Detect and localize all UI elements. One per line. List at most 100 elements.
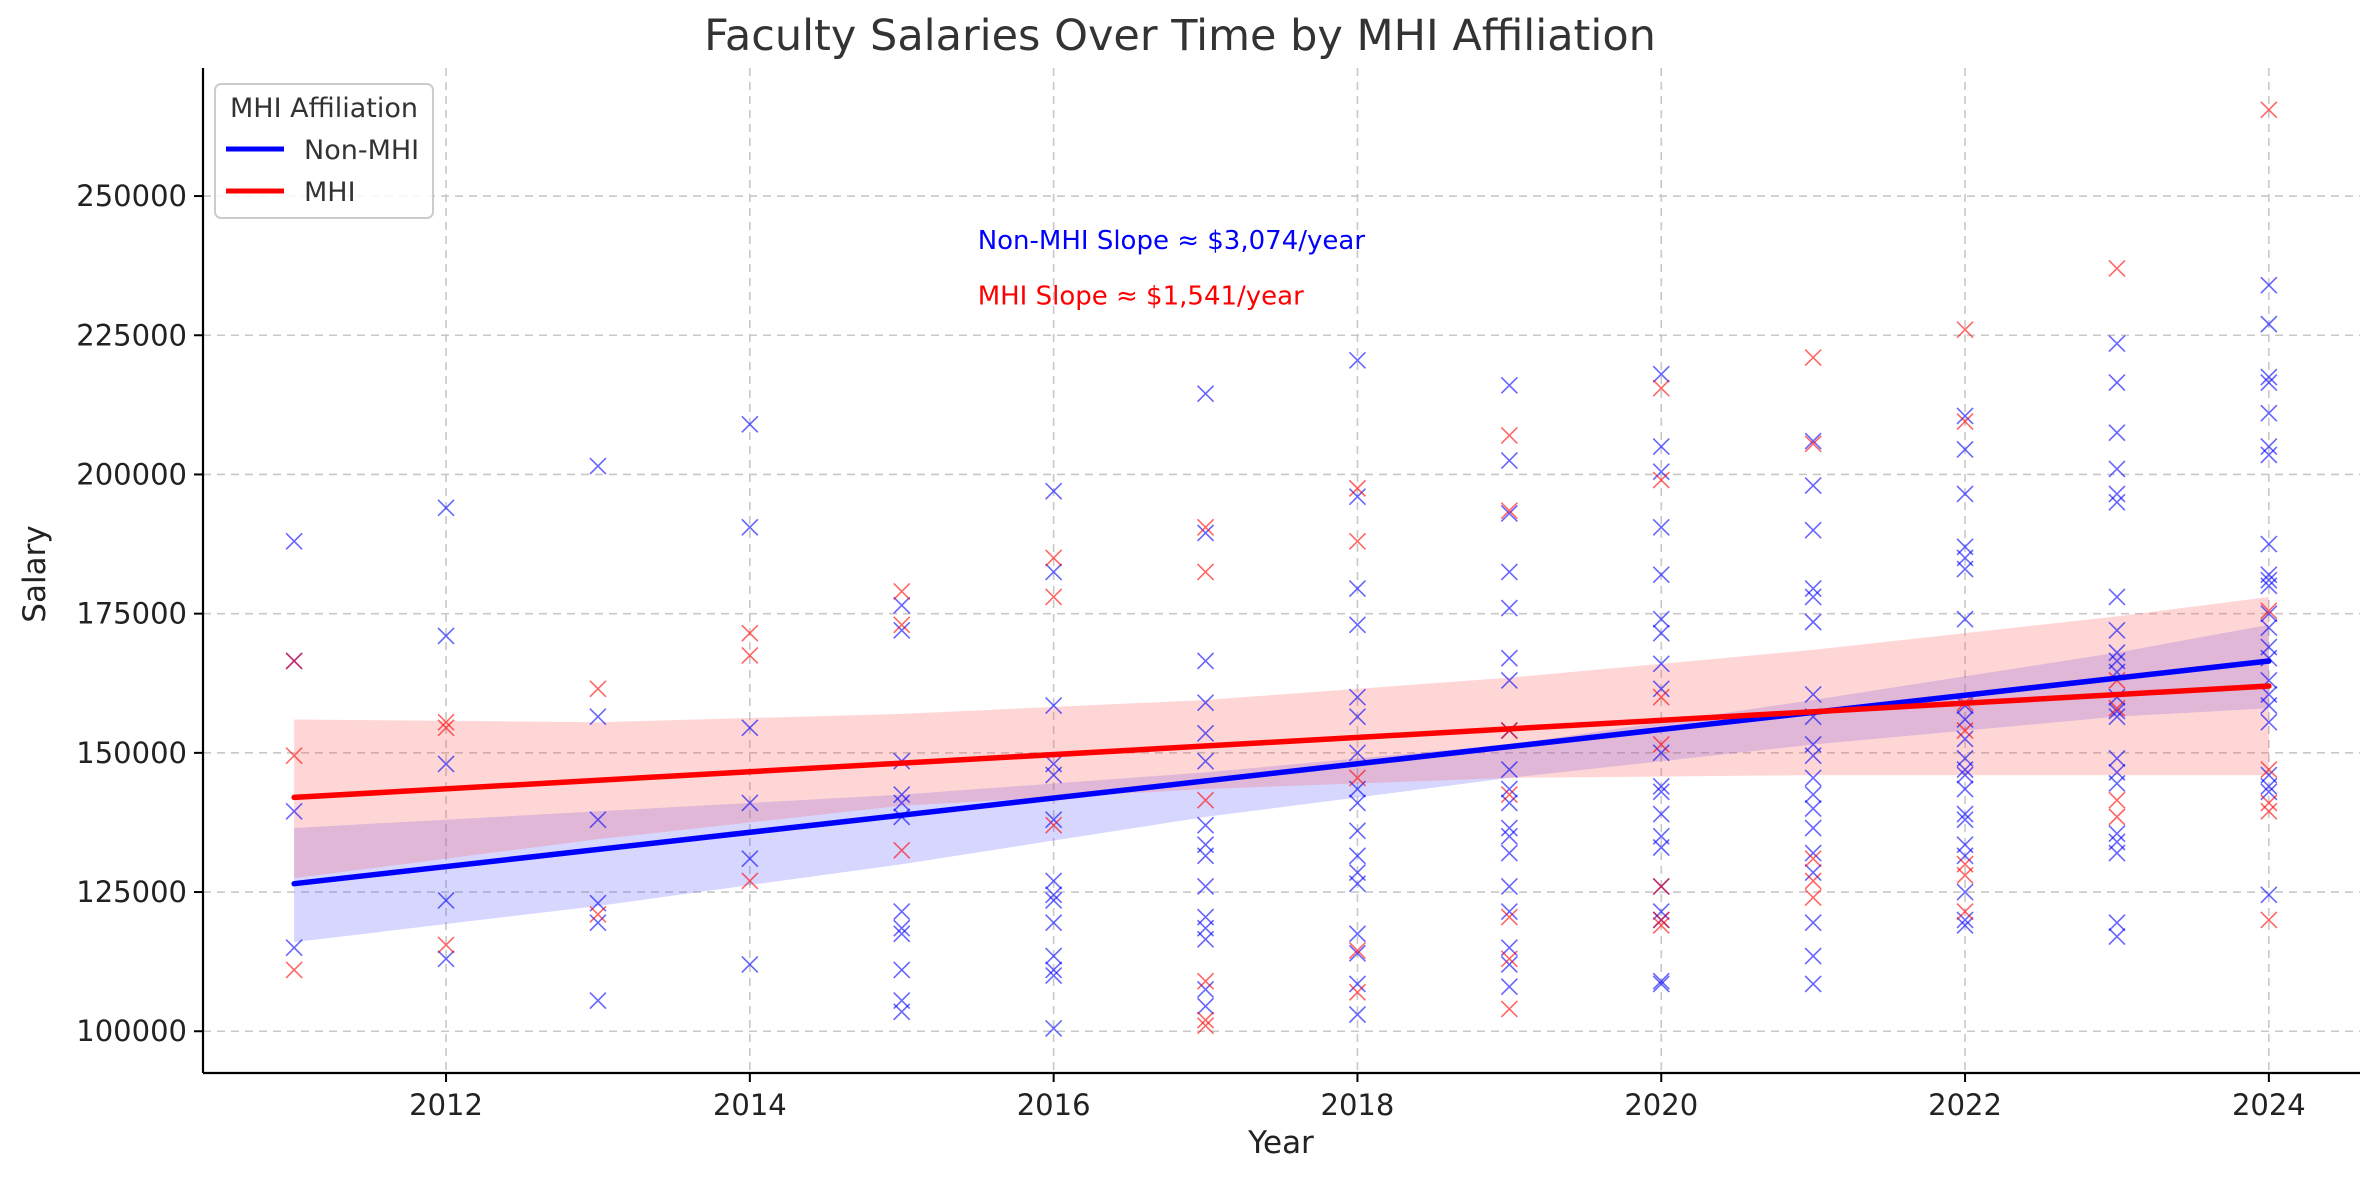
- point-mhi-39: [1652, 877, 1670, 896]
- point-non-mhi-32: [893, 1003, 911, 1021]
- point-non-mhi-53: [1196, 816, 1215, 834]
- point-non-mhi-3: [285, 939, 303, 957]
- point-non-mhi-28: [893, 919, 911, 937]
- point-mhi-28: [1500, 426, 1518, 445]
- point-mhi-44: [1804, 850, 1822, 868]
- point-non-mhi-39: [1045, 872, 1063, 890]
- point-mhi-4: [437, 719, 455, 737]
- point-non-mhi-166: [2108, 644, 2126, 662]
- point-mhi-40: [1652, 911, 1670, 929]
- point-non-mhi-151: [1956, 805, 1974, 823]
- point-non-mhi-155: [1956, 883, 1974, 901]
- point-mhi-11: [893, 582, 911, 600]
- point-non-mhi-76: [1348, 944, 1367, 962]
- point-mhi-17: [1196, 518, 1215, 536]
- point-non-mhi-178: [2108, 914, 2126, 932]
- legend-title: MHI Affiliation: [230, 93, 418, 124]
- point-non-mhi-108: [1652, 777, 1670, 795]
- point-non-mhi-20: [741, 955, 759, 973]
- point-mhi-31: [1500, 786, 1518, 804]
- point-non-mhi-17: [741, 719, 759, 737]
- points-non-mhi: [285, 276, 2278, 1038]
- point-non-mhi-63: [1348, 488, 1367, 506]
- point-non-mhi-27: [893, 902, 911, 921]
- y-tick-label-100000: 100000: [76, 1014, 187, 1048]
- point-non-mhi-88: [1500, 780, 1518, 798]
- point-non-mhi-133: [1804, 863, 1822, 882]
- point-mhi-15: [1045, 588, 1063, 606]
- point-non-mhi-157: [1956, 916, 1974, 935]
- point-non-mhi-89: [1500, 794, 1518, 812]
- x-tick-label-2018: 2018: [1321, 1088, 1395, 1122]
- point-non-mhi-99: [1652, 438, 1670, 456]
- point-non-mhi-129: [1804, 786, 1822, 804]
- legend: MHI Affiliation Non-MHI MHI: [214, 83, 434, 219]
- point-non-mhi-183: [2260, 374, 2278, 392]
- point-mhi-16: [1045, 816, 1063, 834]
- point-mhi-46: [1804, 889, 1822, 907]
- point-non-mhi-44: [1045, 961, 1063, 979]
- point-non-mhi-7: [437, 891, 455, 909]
- point-non-mhi-123: [1804, 613, 1822, 631]
- point-mhi-38: [1652, 735, 1670, 754]
- point-non-mhi-9: [589, 457, 607, 475]
- point-non-mhi-97: [1500, 978, 1518, 996]
- point-non-mhi-124: [1804, 685, 1822, 703]
- y-tick-label-175000: 175000: [76, 597, 187, 631]
- point-non-mhi-55: [1196, 847, 1215, 865]
- point-non-mhi-119: [1804, 477, 1822, 495]
- point-non-mhi-114: [1652, 902, 1670, 921]
- point-non-mhi-137: [1956, 407, 1974, 425]
- point-non-mhi-94: [1500, 902, 1518, 921]
- x-tick-label-2014: 2014: [713, 1088, 787, 1122]
- point-non-mhi-18: [741, 794, 759, 812]
- point-mhi-29: [1500, 502, 1518, 520]
- point-non-mhi-90: [1500, 819, 1518, 837]
- point-non-mhi-118: [1804, 432, 1822, 450]
- point-non-mhi-77: [1348, 975, 1367, 993]
- point-non-mhi-100: [1652, 463, 1670, 481]
- point-mhi-43: [1804, 435, 1822, 453]
- confidence-band-non-mhi: [294, 624, 2269, 943]
- point-non-mhi-161: [2108, 460, 2126, 478]
- y-tick-label-150000: 150000: [76, 736, 187, 770]
- point-non-mhi-65: [1348, 616, 1367, 634]
- point-non-mhi-131: [1804, 819, 1822, 837]
- point-non-mhi-42: [1045, 914, 1063, 932]
- point-mhi-48: [1956, 412, 1974, 431]
- y-axis-label: Salary: [17, 525, 53, 622]
- point-mhi-42: [1804, 348, 1822, 367]
- point-non-mhi-184: [2260, 404, 2278, 422]
- point-non-mhi-14: [589, 992, 607, 1010]
- legend-label-mhi: MHI: [304, 177, 356, 208]
- point-non-mhi-16: [741, 518, 759, 536]
- point-non-mhi-185: [2260, 438, 2278, 456]
- point-mhi-6: [589, 680, 607, 698]
- point-mhi-1: [285, 747, 303, 765]
- point-non-mhi-190: [2260, 577, 2278, 595]
- point-non-mhi-43: [1045, 947, 1063, 965]
- x-tick-label-2024: 2024: [2232, 1088, 2306, 1122]
- point-mhi-2: [285, 961, 303, 979]
- point-non-mhi-52: [1196, 752, 1215, 770]
- point-non-mhi-81: [1500, 504, 1518, 522]
- point-mhi-36: [1652, 471, 1670, 489]
- point-mhi-3: [437, 713, 455, 731]
- point-non-mhi-75: [1348, 925, 1367, 943]
- point-mhi-19: [1196, 791, 1215, 809]
- point-non-mhi-128: [1804, 769, 1822, 787]
- point-non-mhi-149: [1956, 766, 1974, 784]
- point-non-mhi-71: [1348, 822, 1367, 840]
- point-non-mhi-164: [2108, 588, 2126, 606]
- trend-line-mhi: [291, 683, 2272, 801]
- point-mhi-14: [1045, 549, 1063, 567]
- point-non-mhi-8: [437, 950, 455, 968]
- points-mhi: [285, 101, 2278, 1035]
- point-non-mhi-34: [1045, 563, 1063, 581]
- point-non-mhi-186: [2260, 446, 2278, 464]
- trend-line-non-mhi: [291, 658, 2272, 887]
- point-non-mhi-202: [2260, 886, 2278, 904]
- point-non-mhi-142: [1956, 560, 1974, 578]
- point-non-mhi-51: [1196, 724, 1215, 742]
- point-non-mhi-11: [589, 811, 607, 829]
